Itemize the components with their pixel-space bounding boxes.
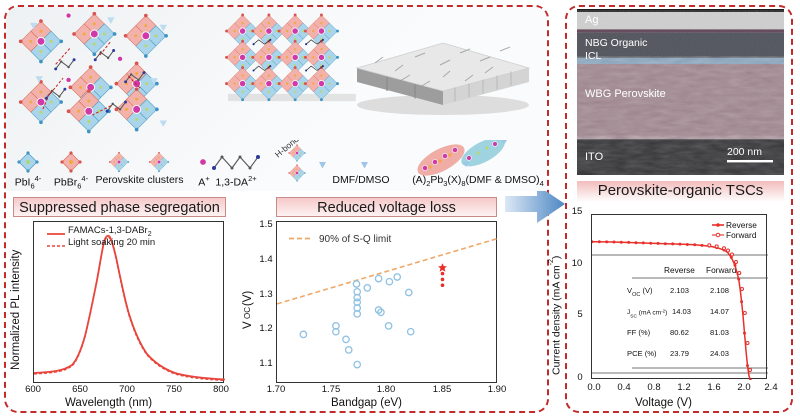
svg-text:Ag: Ag — [585, 14, 598, 26]
svg-text:ITO: ITO — [585, 151, 604, 163]
svg-text:80.62: 80.62 — [670, 328, 689, 337]
svg-text:Reverse: Reverse — [726, 220, 757, 230]
svg-text:ICL: ICL — [585, 50, 602, 62]
svg-text:H-bonding: H-bonding — [273, 140, 310, 160]
svg-text:WBG Perovskite: WBG Perovskite — [585, 88, 666, 100]
svg-text:Forward: Forward — [726, 230, 757, 240]
svg-text:Reverse: Reverse — [664, 265, 695, 275]
svg-text:23.79: 23.79 — [670, 349, 689, 358]
svg-text:VOC (V): VOC (V) — [627, 286, 653, 298]
svg-text:FF (%): FF (%) — [627, 328, 651, 337]
svg-text:JSC (mA cm-2): JSC (mA cm-2) — [627, 308, 667, 319]
svg-text:Forward: Forward — [706, 265, 737, 275]
svg-text:200 nm: 200 nm — [727, 146, 762, 158]
svg-text:2.103: 2.103 — [670, 286, 689, 295]
svg-text:24.03: 24.03 — [710, 349, 729, 358]
svg-text:14.03: 14.03 — [672, 307, 691, 316]
svg-text:2.108: 2.108 — [710, 286, 729, 295]
svg-text:PCE (%): PCE (%) — [627, 349, 657, 358]
svg-text:14.07: 14.07 — [710, 307, 729, 316]
svg-text:81.03: 81.03 — [710, 328, 729, 337]
svg-text:90% of S-Q limit: 90% of S-Q limit — [319, 234, 391, 245]
svg-text:NBG Organic: NBG Organic — [585, 37, 647, 49]
